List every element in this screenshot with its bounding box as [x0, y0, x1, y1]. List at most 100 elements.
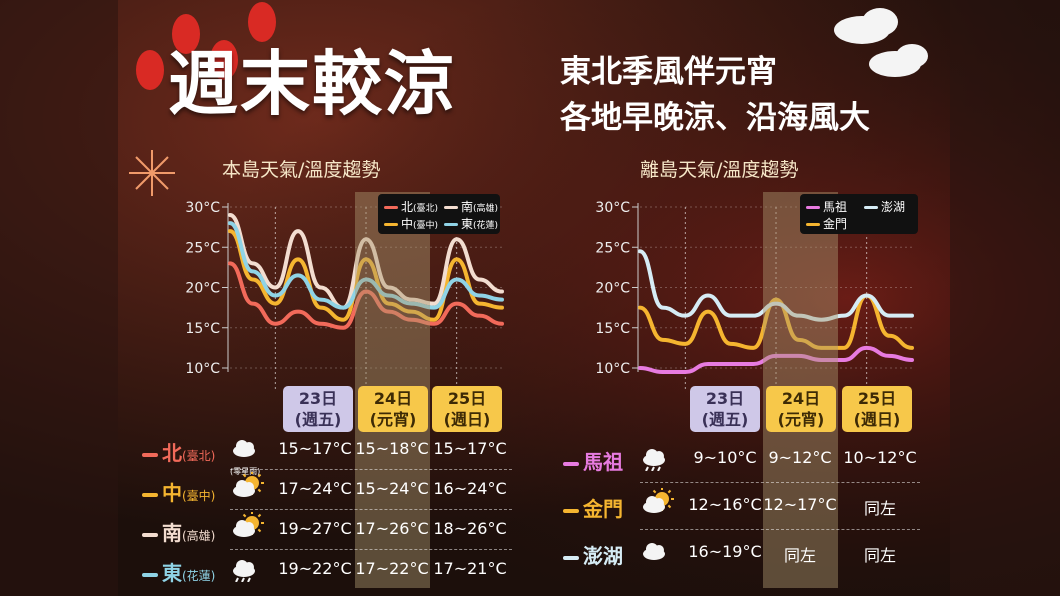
temp-cell: 18~26°C	[433, 519, 507, 538]
city-subname: (臺中)	[182, 489, 216, 503]
city-label: 南(高雄)	[142, 517, 215, 546]
main-legend: 北(臺北) 南(高雄) 中(臺中) 東(花蓮)	[378, 194, 500, 234]
y-tick-label: 10°C	[185, 361, 220, 377]
temp-cell: 17~22°C	[355, 559, 429, 578]
outer-island-chart: 10°C 15°C 20°C 25°C 30°C	[595, 200, 914, 390]
legend-penghu: 澎湖	[864, 198, 905, 215]
y-tick-label: 25°C	[595, 240, 630, 256]
y-tick-label: 15°C	[595, 321, 630, 337]
temp-cell: 15~18°C	[355, 439, 429, 458]
city-label: 澎湖	[563, 540, 623, 569]
temp-cell: 12~17°C	[763, 495, 837, 514]
temp-cell: 16~19°C	[688, 542, 762, 561]
city-label: 東(花蓮)	[142, 557, 215, 586]
main-island-title: 本島天氣/溫度趨勢	[222, 159, 381, 181]
y-tick-label: 15°C	[185, 321, 220, 337]
y-tick-label: 20°C	[595, 281, 630, 297]
legend-north: 北(臺北)	[384, 198, 438, 215]
legend-central: 中(臺中)	[384, 215, 438, 232]
cloud-icon	[643, 543, 665, 560]
city-color-line	[563, 508, 579, 513]
outer-day-1: 23日 (週五)	[690, 386, 760, 432]
temp-cell: 9~10°C	[693, 448, 757, 467]
temp-cell: 15~17°C	[278, 439, 352, 458]
city-color-line	[142, 572, 158, 577]
row-divider	[640, 528, 920, 530]
city-color-line	[142, 532, 158, 537]
rain-cloud-icon	[643, 449, 665, 472]
city-name: 東	[162, 561, 182, 585]
weather-icon-cell: (零星雨)	[230, 432, 266, 477]
sun-cloud-icon	[643, 487, 674, 513]
main-day-1: 23日 (週五)	[283, 386, 353, 432]
outer-day-2: 24日 (元宵)	[766, 386, 836, 432]
row-divider	[230, 549, 512, 550]
series-line-2	[638, 249, 914, 322]
temp-cell: 15~24°C	[355, 479, 429, 498]
outer-island-title: 離島天氣/溫度趨勢	[640, 159, 799, 181]
y-tick-label: 25°C	[185, 240, 220, 256]
city-color-line	[563, 555, 579, 560]
icon-caption: (零星雨)	[230, 467, 261, 476]
legend-matsu: 馬祖	[806, 198, 847, 215]
temp-cell: 17~24°C	[278, 479, 352, 498]
weather-icon-cell	[640, 441, 676, 475]
rain-cloud-icon	[233, 560, 255, 583]
y-tick-label: 30°C	[595, 200, 630, 216]
sun-cloud-icon	[233, 471, 264, 497]
weather-icon-cell	[230, 552, 266, 586]
main-day-3: 25日 (週日)	[432, 386, 502, 432]
temp-cell: 16~24°C	[433, 479, 507, 498]
page-title: 週末較涼	[168, 43, 456, 125]
temp-cell: 同左	[863, 499, 896, 518]
weather-icon-cell	[640, 487, 676, 522]
city-label: 金門	[563, 493, 623, 522]
temp-cell: 17~26°C	[355, 519, 429, 538]
temp-cell: 10~12°C	[843, 448, 917, 467]
series-line-0	[228, 261, 504, 330]
city-label: 北(臺北)	[142, 437, 215, 466]
outer-legend: 馬祖 澎湖 金門	[800, 194, 918, 234]
city-name: 馬祖	[583, 450, 623, 474]
row-divider	[230, 469, 512, 470]
series-line-1	[228, 229, 504, 322]
temp-cell: 9~12°C	[768, 448, 832, 467]
series-line-0	[638, 345, 914, 375]
weather-icon-cell	[230, 471, 266, 506]
legend-kinmen: 金門	[806, 215, 847, 232]
legend-east: 東(花蓮)	[444, 215, 498, 232]
y-tick-label: 20°C	[185, 281, 220, 297]
temp-cell: 17~21°C	[433, 559, 507, 578]
temp-cell: 19~27°C	[278, 519, 352, 538]
row-divider	[640, 481, 920, 483]
legend-south: 南(高雄)	[444, 198, 498, 215]
sparkle-icon	[129, 150, 175, 196]
city-name: 北	[162, 441, 182, 465]
cloud-decoration-icon	[834, 8, 928, 77]
row-divider	[230, 509, 512, 510]
temp-cell: 12~16°C	[688, 495, 762, 514]
series-line-3	[228, 221, 504, 310]
temp-cell: 19~22°C	[278, 559, 352, 578]
city-label: 中(臺中)	[142, 477, 215, 506]
weather-icon-cell	[640, 535, 676, 569]
main-island-chart: 10°C 15°C 20°C 25°C 30°C	[185, 200, 504, 390]
temp-cell: 同左	[863, 546, 896, 565]
city-label: 馬祖	[563, 446, 623, 475]
cloud-icon	[233, 440, 255, 457]
city-color-line	[142, 452, 158, 457]
city-color-line	[563, 461, 579, 466]
city-name: 金門	[583, 497, 623, 521]
city-subname: (高雄)	[182, 529, 216, 543]
subtitle-line1: 東北季風伴元宵	[560, 54, 777, 90]
weather-icon-cell	[230, 511, 266, 546]
subtitle-line2: 各地早晚涼、沿海風大	[560, 100, 870, 136]
sun-cloud-icon	[233, 511, 264, 537]
y-tick-label: 30°C	[185, 200, 220, 216]
temp-cell: 15~17°C	[433, 439, 507, 458]
y-tick-label: 10°C	[595, 361, 630, 377]
series-line-2	[228, 213, 504, 310]
city-name: 中	[162, 481, 182, 505]
city-color-line	[142, 492, 158, 497]
